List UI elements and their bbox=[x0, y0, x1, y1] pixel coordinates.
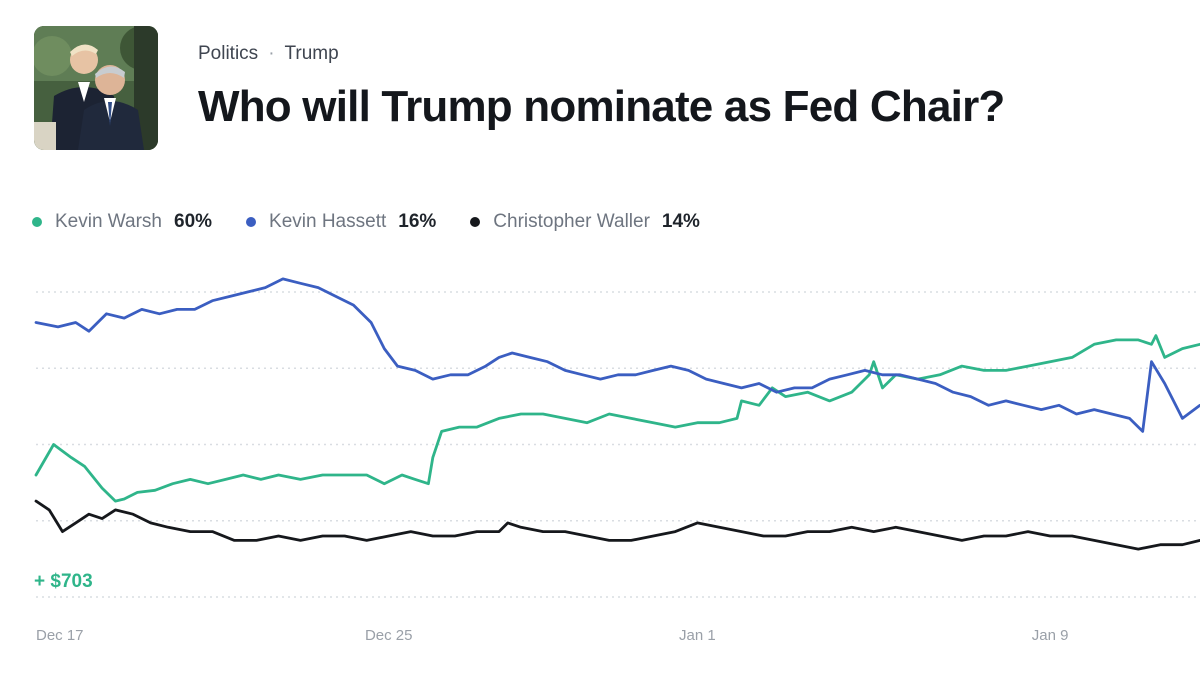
legend-item-kevin-warsh[interactable]: Kevin Warsh 60% bbox=[32, 211, 212, 233]
legend-name-christopher-waller: Christopher Waller bbox=[493, 211, 650, 232]
x-tick-label: Dec 25 bbox=[365, 627, 413, 644]
x-tick-label: Jan 1 bbox=[679, 627, 716, 644]
breadcrumb-category[interactable]: Politics bbox=[198, 43, 259, 64]
legend-dot-kevin-warsh bbox=[32, 217, 42, 227]
legend-name-kevin-hassett: Kevin Hassett bbox=[269, 211, 387, 232]
legend-percent-kevin-hassett: 16% bbox=[398, 211, 437, 232]
legend-dot-christopher-waller bbox=[470, 217, 481, 227]
chart-legend: Kevin Warsh 60% Kevin Hassett 16% Christ… bbox=[32, 211, 700, 233]
legend-percent-kevin-warsh: 60% bbox=[174, 211, 213, 232]
volume-label: + $703 bbox=[34, 571, 93, 592]
legend-item-kevin-hassett[interactable]: Kevin Hassett 16% bbox=[246, 211, 436, 233]
breadcrumb-separator: · bbox=[268, 43, 275, 64]
series-line-kevin-warsh[interactable] bbox=[34, 334, 1200, 503]
market-title: Who will Trump nominate as Fed Chair? bbox=[198, 82, 1005, 131]
x-tick-label: Jan 9 bbox=[1032, 627, 1069, 644]
series-line-kevin-hassett[interactable] bbox=[34, 277, 1200, 433]
breadcrumb-subcategory[interactable]: Trump bbox=[284, 43, 339, 64]
x-tick-label: Dec 17 bbox=[36, 627, 84, 644]
breadcrumb: Politics · Trump bbox=[198, 43, 339, 65]
legend-name-kevin-warsh: Kevin Warsh bbox=[55, 211, 162, 232]
legend-item-christopher-waller[interactable]: Christopher Waller 14% bbox=[470, 211, 700, 233]
series-line-christopher-waller[interactable] bbox=[34, 499, 1200, 551]
market-thumbnail[interactable] bbox=[34, 26, 158, 150]
legend-percent-christopher-waller: 14% bbox=[661, 211, 700, 232]
legend-dot-kevin-hassett bbox=[246, 217, 257, 227]
fed-chair-photo-icon bbox=[34, 26, 158, 150]
